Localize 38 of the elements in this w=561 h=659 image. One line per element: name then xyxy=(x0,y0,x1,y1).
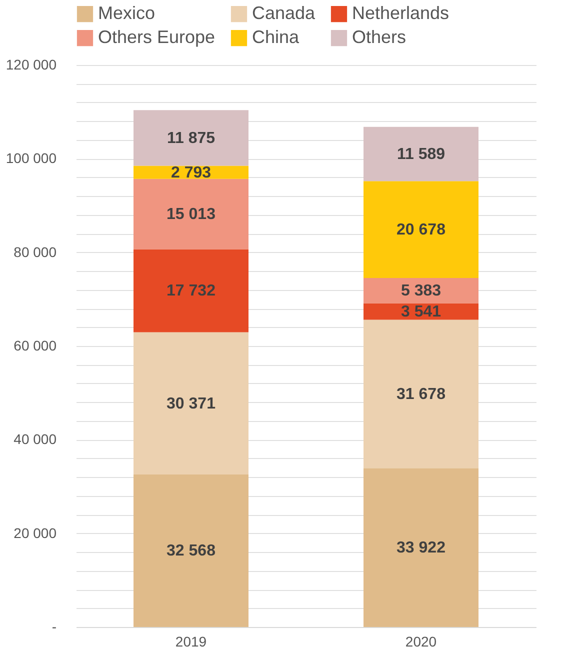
bar xyxy=(364,468,478,627)
data-label: 33 922 xyxy=(396,540,446,557)
data-label: 30 371 xyxy=(166,395,216,412)
legend-label: China xyxy=(252,27,300,47)
data-label: 20 678 xyxy=(396,222,446,239)
bar xyxy=(134,110,248,166)
legend-label: Others xyxy=(352,27,406,47)
legend-label: Mexico xyxy=(98,3,156,23)
data-label: 11 875 xyxy=(166,130,216,147)
data-label: 11 589 xyxy=(396,146,446,163)
data-label: 32 568 xyxy=(166,542,216,560)
legend-label: Others Europe xyxy=(98,27,216,47)
bar xyxy=(364,278,478,304)
x-tick-label: 2020 xyxy=(405,634,437,650)
data-label: 17 732 xyxy=(166,282,216,300)
bar xyxy=(134,332,248,474)
bar xyxy=(134,249,248,332)
legend-label: Netherlands xyxy=(352,3,450,23)
bar xyxy=(364,126,478,182)
bar xyxy=(364,303,478,320)
y-tick-label: 80 000 xyxy=(14,244,57,260)
bar xyxy=(134,474,248,627)
y-tick-label: 100 000 xyxy=(6,150,57,166)
bar xyxy=(364,181,478,278)
bar xyxy=(134,178,248,250)
legend-label: Canada xyxy=(252,3,316,23)
data-label: 15 013 xyxy=(166,206,216,224)
y-tick-label: - xyxy=(52,618,57,634)
data-label: 5 383 xyxy=(400,282,442,300)
y-tick-label: 40 000 xyxy=(14,431,57,448)
y-tick-label: 120 000 xyxy=(6,56,57,72)
x-tick-label: 2019 xyxy=(175,634,207,650)
bar xyxy=(364,320,478,468)
y-tick-label: 20 000 xyxy=(14,524,57,541)
data-label: 2 793 xyxy=(170,164,212,182)
y-tick-label: 60 000 xyxy=(14,338,57,354)
data-label: 3 541 xyxy=(400,303,442,320)
data-label: 31 678 xyxy=(396,386,446,403)
